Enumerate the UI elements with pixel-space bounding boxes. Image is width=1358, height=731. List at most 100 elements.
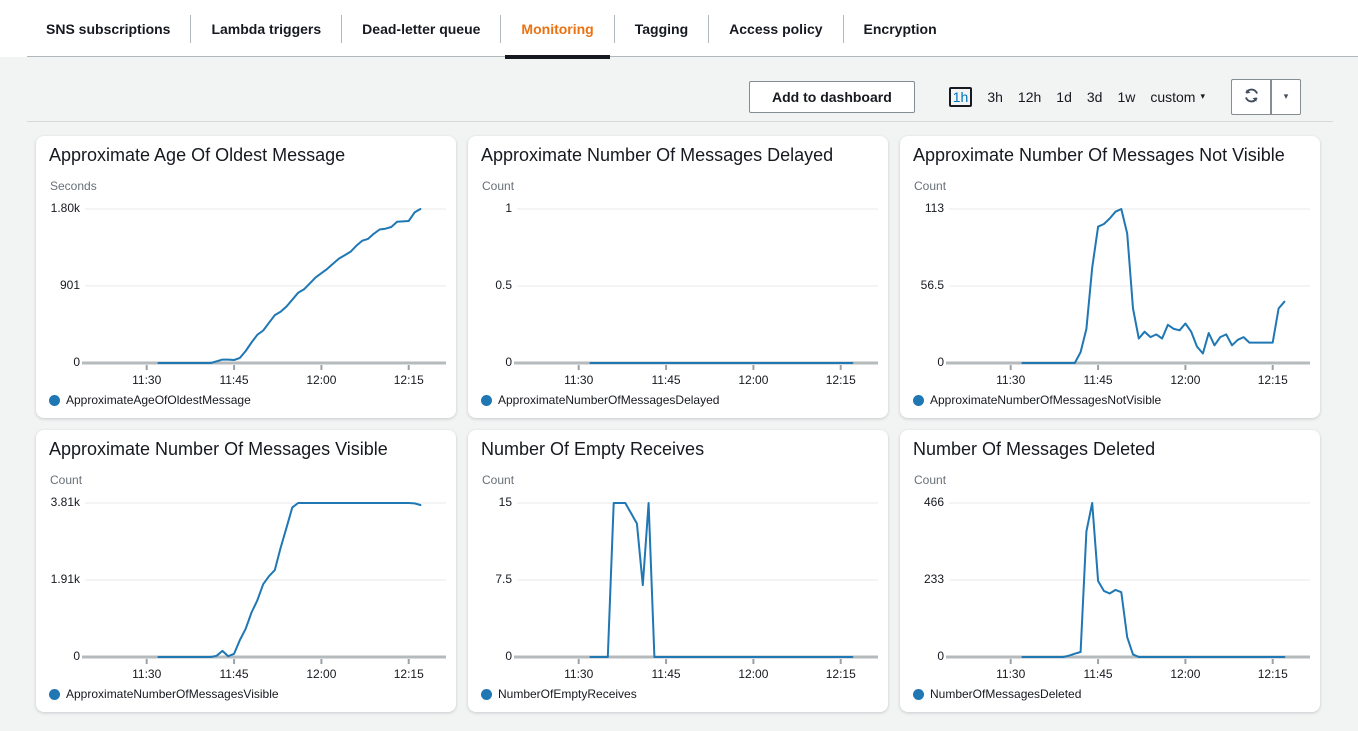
time-range-1h[interactable]: 1h bbox=[948, 86, 973, 107]
x-axis-tick-label: 12:15 bbox=[1257, 373, 1288, 387]
x-axis-tick-label: 11:30 bbox=[996, 373, 1026, 387]
x-axis-tick-label: 12:15 bbox=[825, 373, 856, 387]
tab-encryption[interactable]: Encryption bbox=[846, 1, 955, 57]
y-axis-tick-label: 901 bbox=[59, 277, 80, 292]
toolbar-controls: Add to dashboard 1h 3h 12h 1d 3d 1w cust… bbox=[748, 57, 1301, 136]
x-axis-tick-label: 11:30 bbox=[132, 373, 162, 387]
x-axis-tick-label: 12:15 bbox=[825, 667, 856, 681]
y-axis-tick-label: 0 bbox=[505, 355, 512, 369]
legend-label: ApproximateAgeOfOldestMessage bbox=[66, 393, 251, 407]
tab-divider bbox=[500, 14, 502, 43]
x-axis-tick-label: 11:30 bbox=[564, 373, 594, 387]
custom-label: custom bbox=[1150, 88, 1196, 105]
chart-unit-label: Count bbox=[482, 179, 515, 193]
chart-card-approximate-number-of-messages-not-visible: Approximate Number Of Messages Not Visib… bbox=[900, 136, 1320, 418]
chart-plot-area[interactable] bbox=[468, 494, 888, 670]
y-axis-tick-label: 1.80k bbox=[50, 201, 80, 215]
tab-tagging[interactable]: Tagging bbox=[617, 1, 706, 57]
chart-title: Approximate Number Of Messages Not Visib… bbox=[913, 145, 1285, 165]
x-axis-tick-label: 11:30 bbox=[132, 667, 162, 681]
chart-plot-area[interactable] bbox=[36, 200, 456, 376]
chart-unit-label: Count bbox=[482, 473, 515, 487]
refresh-options-button[interactable]: ▾ bbox=[1271, 78, 1301, 115]
x-axis-tick-label: 12:15 bbox=[393, 373, 424, 387]
legend-item[interactable]: ApproximateNumberOfMessagesDelayed bbox=[481, 393, 719, 407]
y-axis-tick-label: 0 bbox=[937, 355, 944, 369]
x-axis-tick-label: 12:00 bbox=[306, 373, 337, 387]
x-axis: 11:30 11:45 12:00 12:15 bbox=[468, 373, 888, 389]
chart-plot-area[interactable] bbox=[900, 200, 1320, 376]
chart-card-number-of-empty-receives: Number Of Empty Receives Count 15 7.5 0 11… bbox=[468, 430, 888, 712]
chart-title: Number Of Messages Deleted bbox=[913, 439, 1156, 459]
time-range-1d[interactable]: 1d bbox=[1056, 88, 1072, 105]
y-axis-tick-label: 0 bbox=[505, 649, 512, 663]
x-axis-tick-label: 12:15 bbox=[393, 667, 424, 681]
chart-card-approximate-age-of-oldest-message: Approximate Age Of Oldest Message Second… bbox=[36, 136, 456, 418]
x-axis-tick-label: 11:45 bbox=[1083, 667, 1113, 681]
y-axis-tick-label: 0 bbox=[937, 649, 944, 663]
y-axis-tick-label: 466 bbox=[923, 495, 944, 509]
caret-down-icon: ▾ bbox=[1283, 91, 1289, 101]
tab-bar: SNS subscriptions Lambda triggers Dead-l… bbox=[0, 0, 1358, 59]
chart-title: Approximate Number Of Messages Visible bbox=[49, 439, 388, 459]
chart-plot-area[interactable] bbox=[468, 200, 888, 376]
tab-divider bbox=[341, 14, 343, 43]
tab-monitoring[interactable]: Monitoring bbox=[503, 1, 611, 59]
x-axis-tick-label: 11:30 bbox=[564, 667, 594, 681]
x-axis-tick-label: 12:00 bbox=[1170, 667, 1201, 681]
chart-plot-area[interactable] bbox=[900, 494, 1320, 670]
tab-access-policy[interactable]: Access policy bbox=[711, 1, 840, 57]
chart-unit-label: Count bbox=[914, 473, 947, 487]
y-axis-tick-label: 113 bbox=[924, 201, 944, 215]
refresh-split-button: ▾ bbox=[1231, 78, 1301, 115]
chart-unit-label: Count bbox=[50, 473, 83, 487]
y-axis-tick-label: 3.81k bbox=[50, 495, 80, 509]
legend-item[interactable]: NumberOfEmptyReceives bbox=[481, 687, 637, 701]
y-axis-tick-label: 0 bbox=[73, 649, 80, 663]
x-axis-tick-label: 11:45 bbox=[1083, 373, 1113, 387]
x-axis-tick-label: 12:00 bbox=[306, 667, 337, 681]
x-axis-tick-label: 12:00 bbox=[738, 667, 769, 681]
x-axis-tick-label: 11:30 bbox=[996, 667, 1026, 681]
tab-divider bbox=[190, 14, 192, 43]
legend-label: ApproximateNumberOfMessagesDelayed bbox=[498, 393, 720, 407]
chart-plot-area[interactable] bbox=[36, 494, 456, 670]
tab-lambda-triggers[interactable]: Lambda triggers bbox=[193, 1, 339, 57]
time-range-custom-dropdown[interactable]: custom ▾ bbox=[1150, 89, 1205, 105]
chart-card-approximate-number-of-messages-visible: Approximate Number Of Messages Visible C… bbox=[36, 430, 456, 712]
chart-unit-label: Seconds bbox=[50, 179, 97, 193]
x-axis: 11:30 11:45 12:00 12:15 bbox=[468, 667, 888, 683]
y-axis-tick-label: 7.5 bbox=[495, 572, 512, 586]
legend-item[interactable]: NumberOfMessagesDeleted bbox=[913, 687, 1081, 701]
y-axis-tick-label: 0.5 bbox=[495, 278, 512, 292]
monitoring-toolbar: Add to dashboard 1h 3h 12h 1d 3d 1w cust… bbox=[0, 57, 1358, 136]
legend-item[interactable]: ApproximateNumberOfMessagesVisible bbox=[49, 687, 279, 701]
x-axis-tick-label: 12:15 bbox=[1257, 667, 1288, 681]
tab-dead-letter-queue[interactable]: Dead-letter queue bbox=[344, 1, 498, 57]
add-to-dashboard-button[interactable]: Add to dashboard bbox=[748, 80, 915, 113]
time-range-12h[interactable]: 12h bbox=[1017, 88, 1042, 105]
time-range-3d[interactable]: 3d bbox=[1086, 88, 1103, 105]
series-dot-icon bbox=[49, 394, 60, 406]
chart-unit-label: Count bbox=[914, 179, 947, 193]
x-axis-tick-label: 12:00 bbox=[738, 373, 769, 387]
time-range-1w[interactable]: 1w bbox=[1117, 88, 1136, 105]
y-axis-tick-label: 56.5 bbox=[920, 278, 944, 292]
series-dot-icon bbox=[49, 688, 60, 700]
y-axis-tick-label: 233 bbox=[923, 572, 944, 586]
x-axis-tick-label: 11:45 bbox=[219, 373, 249, 387]
chart-title: Number Of Empty Receives bbox=[481, 439, 705, 459]
x-axis-tick-label: 12:00 bbox=[1170, 373, 1201, 387]
legend-item[interactable]: ApproximateNumberOfMessagesNotVisible bbox=[913, 393, 1161, 407]
tab-sns-subscriptions[interactable]: SNS subscriptions bbox=[28, 1, 188, 57]
tab-divider bbox=[708, 14, 710, 43]
refresh-button[interactable] bbox=[1231, 78, 1271, 115]
legend-label: NumberOfMessagesDeleted bbox=[930, 687, 1082, 701]
caret-down-icon: ▾ bbox=[1200, 91, 1205, 101]
chart-title: Approximate Number Of Messages Delayed bbox=[481, 145, 834, 165]
time-range-3h[interactable]: 3h bbox=[987, 88, 1003, 105]
x-axis-tick-label: 11:45 bbox=[651, 373, 681, 387]
tab-divider bbox=[613, 14, 615, 43]
series-dot-icon bbox=[913, 688, 924, 700]
legend-item[interactable]: ApproximateAgeOfOldestMessage bbox=[49, 393, 251, 407]
